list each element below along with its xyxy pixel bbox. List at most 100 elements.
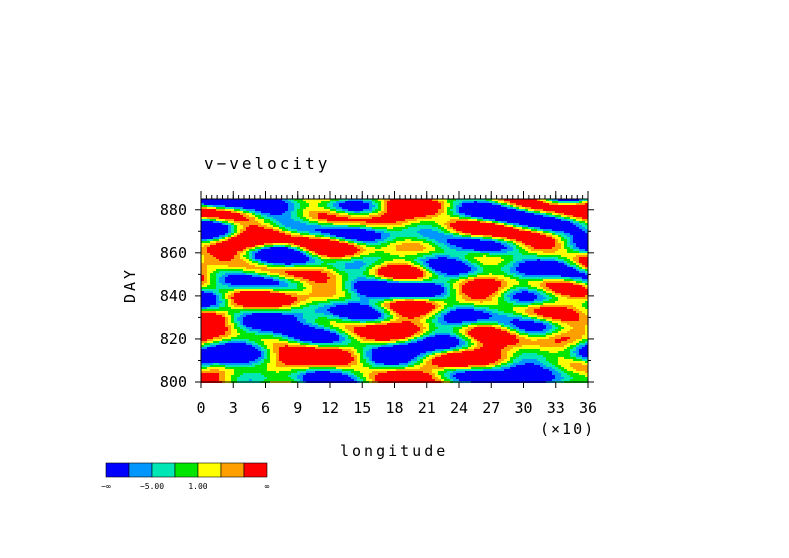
heatmap-cell [576, 215, 579, 217]
heatmap-cell [465, 251, 468, 253]
heatmap-cell [393, 245, 396, 247]
heatmap-cell [276, 211, 279, 213]
heatmap-cell [459, 249, 462, 251]
heatmap-cell [237, 209, 240, 211]
heatmap-cell [246, 235, 249, 237]
heatmap-cell [324, 221, 327, 223]
heatmap-cell [351, 251, 354, 253]
heatmap-cell [399, 259, 402, 261]
heatmap-cell [543, 259, 546, 261]
heatmap-cell [495, 273, 498, 275]
heatmap-cell [402, 217, 405, 219]
heatmap-cell [318, 203, 321, 205]
heatmap-cell [519, 239, 522, 241]
heatmap-cell [363, 269, 366, 271]
heatmap-cell [225, 215, 228, 217]
heatmap-cell [417, 247, 420, 249]
heatmap-cell [423, 271, 426, 273]
heatmap-cell [564, 263, 567, 265]
heatmap-cell [540, 271, 543, 273]
heatmap-cell [246, 251, 249, 253]
heatmap-cell [453, 263, 456, 265]
heatmap-cell [495, 215, 498, 217]
heatmap-cell [228, 199, 231, 201]
heatmap-cell [498, 237, 501, 239]
heatmap-cell [288, 273, 291, 275]
heatmap-cell [393, 221, 396, 223]
heatmap-cell [309, 261, 312, 263]
heatmap-cell [465, 201, 468, 203]
heatmap-cell [366, 225, 369, 227]
heatmap-cell [345, 249, 348, 251]
heatmap-cell [423, 229, 426, 231]
heatmap-cell [321, 203, 324, 205]
heatmap-cell [384, 215, 387, 217]
heatmap-cell [546, 233, 549, 235]
heatmap-cell [312, 227, 315, 229]
heatmap-cell [411, 251, 414, 253]
heatmap-cell [564, 223, 567, 225]
heatmap-cell [279, 267, 282, 269]
heatmap-cell [564, 199, 567, 201]
heatmap-cell [501, 221, 504, 223]
heatmap-cell [576, 221, 579, 223]
heatmap-cell [309, 221, 312, 223]
heatmap-cell [447, 243, 450, 245]
heatmap-cell [462, 203, 465, 205]
heatmap-cell [270, 209, 273, 211]
heatmap-cell [378, 245, 381, 247]
heatmap-cell [321, 251, 324, 253]
heatmap-cell [387, 275, 390, 277]
heatmap-cell [540, 219, 543, 221]
heatmap-cell [582, 239, 585, 241]
heatmap-cell [369, 273, 372, 275]
heatmap-cell [315, 251, 318, 253]
heatmap-cell [279, 207, 282, 209]
heatmap-cell [315, 241, 318, 243]
heatmap-cell [261, 259, 264, 261]
heatmap-cell [216, 201, 219, 203]
heatmap-cell [489, 209, 492, 211]
heatmap-cell [456, 241, 459, 243]
heatmap-cell [294, 239, 297, 241]
heatmap-cell [408, 273, 411, 275]
heatmap-cell [396, 199, 399, 201]
heatmap-cell [252, 257, 255, 259]
heatmap-cell [453, 199, 456, 201]
heatmap-cell [519, 255, 522, 257]
heatmap-cell [384, 223, 387, 225]
heatmap-cell [432, 267, 435, 269]
heatmap-cell [294, 207, 297, 209]
heatmap-cell [330, 259, 333, 261]
heatmap-cell [381, 207, 384, 209]
heatmap-cell [570, 207, 573, 209]
heatmap-cell [522, 209, 525, 211]
heatmap-cell [234, 223, 237, 225]
heatmap-cell [204, 207, 207, 209]
heatmap-cell [489, 265, 492, 267]
heatmap-cell [438, 245, 441, 247]
heatmap-cell [537, 261, 540, 263]
heatmap-cell [354, 237, 357, 239]
heatmap-cell [510, 211, 513, 213]
heatmap-cell [579, 227, 582, 229]
heatmap-cell [405, 253, 408, 255]
heatmap-cell [204, 219, 207, 221]
heatmap-cell [432, 219, 435, 221]
heatmap-cell [531, 233, 534, 235]
heatmap-cell [300, 245, 303, 247]
heatmap-cell [357, 201, 360, 203]
heatmap-cell [393, 211, 396, 213]
heatmap-cell [489, 217, 492, 219]
heatmap-cell [498, 245, 501, 247]
heatmap-cell [333, 237, 336, 239]
heatmap-cell [495, 211, 498, 213]
heatmap-cell [429, 265, 432, 267]
heatmap-cell [468, 269, 471, 271]
heatmap-cell [399, 211, 402, 213]
heatmap-cell [336, 245, 339, 247]
heatmap-cell [288, 201, 291, 203]
heatmap-cell [579, 249, 582, 251]
heatmap-cell [423, 231, 426, 233]
heatmap-cell [501, 239, 504, 241]
